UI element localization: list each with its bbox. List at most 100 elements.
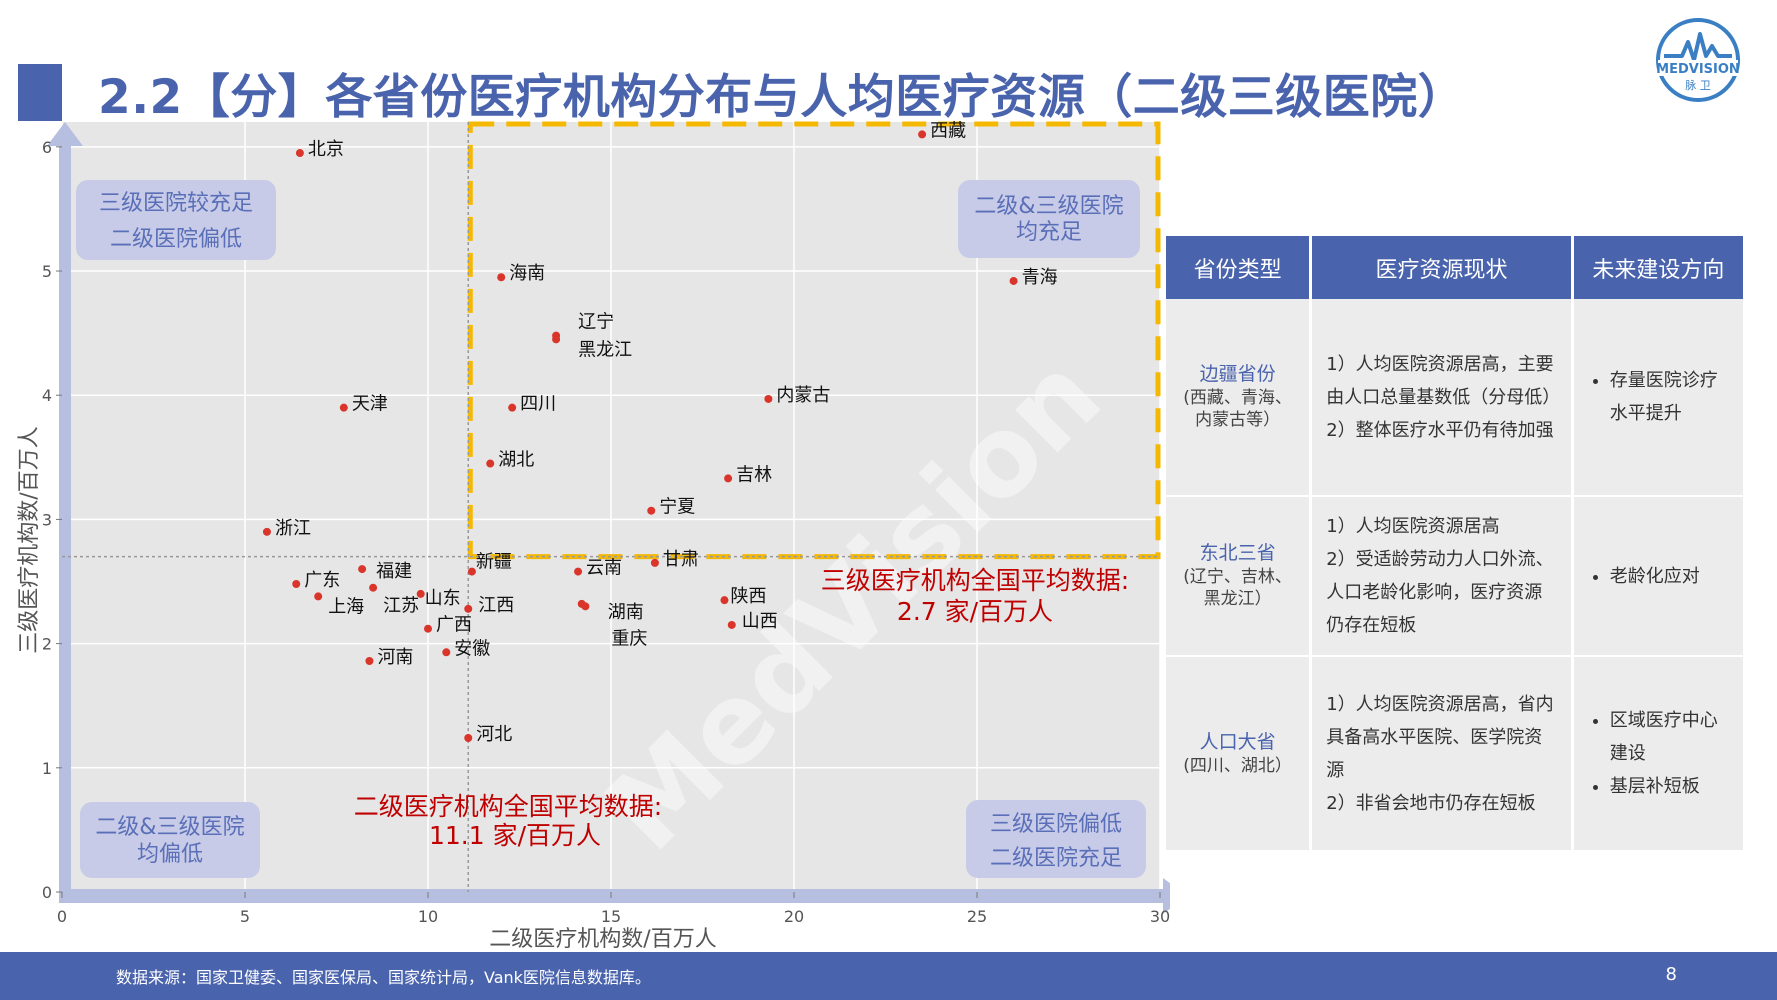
point-label: 上海 bbox=[328, 596, 364, 617]
point-黑龙江 bbox=[552, 335, 561, 344]
point-label: 北京 bbox=[308, 139, 344, 160]
page-number: 8 bbox=[1665, 964, 1677, 985]
point-label: 山东 bbox=[425, 588, 461, 609]
logo-subtext: 脉 卫 bbox=[1685, 78, 1711, 92]
point-福建 bbox=[358, 565, 367, 574]
average-lines bbox=[62, 122, 1160, 892]
type-sub: (西藏、青海、 bbox=[1183, 388, 1292, 408]
type-cell: 人口大省 (四川、湖北） bbox=[1166, 656, 1313, 852]
status-line: 人口老龄化影响，医疗资源 bbox=[1326, 582, 1543, 603]
x-axis-arrow bbox=[1163, 878, 1170, 914]
header-resource-status: 医疗资源现状 bbox=[1310, 236, 1574, 299]
point-label: 新疆 bbox=[476, 552, 512, 573]
status-line: 1）人均医院资源居高 bbox=[1326, 516, 1500, 537]
point-安徽 bbox=[442, 648, 451, 657]
point-湖北 bbox=[486, 459, 495, 468]
above-average-highlight-box bbox=[467, 121, 1161, 560]
y-tick-label: 1 bbox=[42, 759, 52, 778]
status-line: 2）非省会地市仍存在短板 bbox=[1326, 792, 1536, 814]
x-tick-label: 20 bbox=[784, 907, 804, 926]
avg-x-label-line2: 11.1 家/百万人 bbox=[429, 821, 601, 850]
status-line: 由人口总量基数低（分母低） bbox=[1326, 386, 1561, 408]
point-江西 bbox=[464, 604, 473, 613]
point-label: 福建 bbox=[376, 561, 412, 582]
direction-item: 存量医院诊疗水平提升 bbox=[1610, 364, 1735, 430]
point-label: 甘肃 bbox=[663, 549, 699, 570]
point-label: 吉林 bbox=[736, 464, 772, 485]
y-axis-label: 三级医疗机构数/百万人 bbox=[17, 426, 42, 653]
point-四川 bbox=[508, 403, 517, 412]
point-label: 青海 bbox=[1022, 267, 1058, 288]
point-广东 bbox=[292, 580, 301, 588]
quadrant-bottom-right-line2: 二级医院充足 bbox=[990, 846, 1122, 871]
point-label: 河北 bbox=[476, 724, 512, 745]
direction-item: 基层补短板 bbox=[1610, 770, 1735, 803]
point-上海 bbox=[314, 592, 323, 601]
point-label: 辽宁 bbox=[578, 312, 614, 333]
type-sub: 内蒙古等） bbox=[1195, 410, 1281, 430]
quadrant-bottom-left-line1: 二级&三级医院 bbox=[95, 815, 244, 840]
type-name: 边疆省份 bbox=[1199, 363, 1276, 385]
point-label: 宁夏 bbox=[659, 497, 695, 518]
point-河南 bbox=[365, 657, 374, 665]
x-axis-label: 二级医疗机构数/百万人 bbox=[489, 927, 716, 952]
table-header-row: 省份类型 医疗资源现状 未来建设方向 bbox=[1166, 236, 1747, 299]
header-future-direction: 未来建设方向 bbox=[1572, 236, 1747, 299]
status-line: 仍存在短板 bbox=[1326, 615, 1417, 636]
status-cell: 1）人均医院资源居高 2）受适龄劳动力人口外流、 人口老龄化影响，医疗资源 仍存… bbox=[1310, 496, 1574, 657]
point-云南 bbox=[574, 567, 583, 576]
title-accent-bar bbox=[18, 64, 62, 121]
status-line: 1）人均医院资源居高，主要 bbox=[1326, 353, 1554, 375]
logo-text: MEDVISION bbox=[1656, 62, 1740, 77]
point-label: 重庆 bbox=[611, 628, 647, 649]
y-tick-label: 6 bbox=[42, 138, 52, 157]
quadrant-top-right-line2: 均充足 bbox=[1016, 220, 1082, 245]
point-label: 江苏 bbox=[383, 596, 419, 617]
quadrant-bottom-right: 三级医院偏低 二级医院充足 bbox=[966, 800, 1146, 878]
point-label: 广西 bbox=[436, 615, 472, 636]
point-label: 广东 bbox=[304, 570, 340, 591]
point-西藏 bbox=[918, 130, 927, 139]
status-line: 具备高水平医院、医学院资 bbox=[1326, 726, 1543, 748]
y-tick-label: 5 bbox=[42, 262, 52, 281]
type-name: 人口大省 bbox=[1199, 730, 1276, 753]
status-cell: 1）人均医院资源居高，省内 具备高水平医院、医学院资 源 2）非省会地市仍存在短… bbox=[1310, 656, 1574, 852]
medvision-logo: MEDVISION 脉 卫 bbox=[1656, 18, 1740, 102]
x-tick-label: 30 bbox=[1150, 907, 1170, 926]
point-山东 bbox=[416, 589, 425, 598]
quadrant-top-left-line2: 二级医院偏低 bbox=[110, 227, 242, 252]
province-table: 省份类型 医疗资源现状 未来建设方向 边疆省份 (西藏、青海、 内蒙古等） 1）… bbox=[1166, 236, 1747, 852]
quadrant-top-right-line1: 二级&三级医院 bbox=[974, 194, 1123, 219]
point-天津 bbox=[339, 403, 348, 412]
point-label: 内蒙古 bbox=[776, 385, 830, 406]
y-tick-label: 4 bbox=[42, 386, 52, 405]
x-tick-label: 15 bbox=[601, 907, 621, 926]
direction-cell: 老龄化应对 bbox=[1572, 496, 1747, 657]
x-tick-label: 10 bbox=[418, 907, 438, 926]
avg-y-label-line2: 2.7 家/百万人 bbox=[897, 597, 1053, 626]
direction-item: 老龄化应对 bbox=[1610, 560, 1735, 593]
point-重庆 bbox=[581, 602, 590, 611]
direction-cell: 区域医疗中心建设 基层补短板 bbox=[1572, 656, 1747, 852]
point-江苏 bbox=[369, 583, 378, 592]
x-tick-label: 0 bbox=[57, 907, 67, 926]
point-宁夏 bbox=[647, 506, 656, 515]
point-label: 四川 bbox=[520, 394, 556, 415]
data-source-text: 数据来源：国家卫健委、国家医保局、国家统计局，Vank医院信息数据库。 bbox=[116, 968, 651, 987]
axes: 0 5 10 15 20 25 30 0 1 2 3 4 5 6 bbox=[42, 122, 1170, 926]
footer-bar: 数据来源：国家卫健委、国家医保局、国家统计局，Vank医院信息数据库。 8 bbox=[0, 952, 1777, 1000]
type-name: 东北三省 bbox=[1199, 542, 1276, 564]
status-line: 2）整体医疗水平仍有待加强 bbox=[1326, 419, 1554, 441]
direction-item: 区域医疗中心建设 bbox=[1610, 704, 1735, 770]
point-label: 安徽 bbox=[454, 638, 490, 659]
point-青海 bbox=[1009, 276, 1018, 285]
point-河北 bbox=[464, 734, 473, 742]
quadrant-top-left: 三级医院较充足 二级医院偏低 bbox=[76, 180, 276, 260]
point-甘肃 bbox=[650, 558, 659, 567]
status-line: 1）人均医院资源居高，省内 bbox=[1326, 693, 1554, 715]
quadrant-bottom-right-line1: 三级医院偏低 bbox=[990, 812, 1122, 837]
y-axis-arrow bbox=[47, 122, 83, 146]
avg-y-label-line1: 三级医疗机构全国平均数据: bbox=[821, 566, 1129, 595]
point-label: 海南 bbox=[509, 263, 545, 284]
point-海南 bbox=[497, 273, 506, 282]
